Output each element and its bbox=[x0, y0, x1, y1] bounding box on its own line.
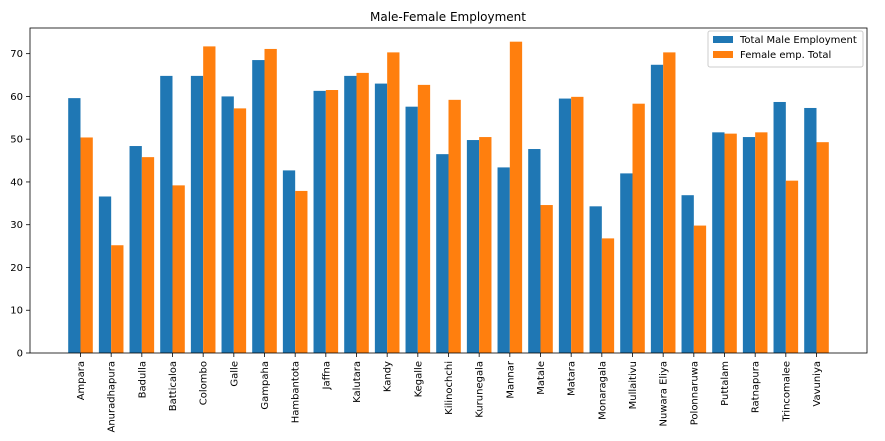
x-tick-label: Galle bbox=[229, 361, 240, 387]
x-tick-label: Polonnaruwa bbox=[689, 361, 700, 425]
bar-male bbox=[466, 140, 480, 353]
x-tick-label: Batticaloa bbox=[168, 361, 179, 411]
legend-label: Female emp. Total bbox=[740, 50, 831, 61]
bar-female bbox=[479, 137, 492, 353]
x-tick-label: Ratnapura bbox=[751, 361, 762, 413]
bar-female bbox=[663, 52, 676, 354]
legend-swatch bbox=[713, 51, 733, 58]
x-tick-label: Jaffna bbox=[321, 361, 332, 390]
x-tick-label: Trincomalee bbox=[781, 361, 792, 422]
bar-female bbox=[632, 103, 645, 353]
x-tick-label: Monaragala bbox=[597, 361, 608, 420]
x-tick-label: Vavuniya bbox=[812, 361, 823, 407]
bar-male bbox=[620, 173, 633, 353]
bar-male bbox=[742, 137, 756, 353]
chart-title: Male-Female Employment bbox=[370, 10, 526, 24]
y-tick-label: 50 bbox=[10, 135, 23, 146]
bar-male bbox=[282, 170, 296, 353]
bar-female bbox=[295, 190, 308, 353]
y-tick-label: 60 bbox=[10, 92, 23, 103]
bar-male bbox=[68, 98, 81, 353]
bar-female bbox=[816, 142, 829, 353]
legend-box bbox=[707, 30, 864, 68]
x-tick-label: Nuwara Eliya bbox=[659, 361, 670, 426]
x-tick-label: Kegalle bbox=[413, 361, 424, 397]
bar-female bbox=[233, 108, 247, 353]
plot-area: 0 10 20 30 40 50 60 70 Ampara Anuradhapura Badulla… bbox=[10, 27, 868, 433]
bar-male bbox=[190, 75, 204, 353]
bar-female bbox=[325, 90, 339, 353]
bar-male bbox=[589, 206, 602, 353]
bar-female bbox=[172, 185, 185, 353]
x-tick-label: Matale bbox=[536, 361, 547, 395]
bar-male bbox=[405, 106, 418, 354]
legend-swatch bbox=[713, 36, 733, 43]
bar-female bbox=[387, 52, 400, 354]
x-tick-label: Mullaitivu bbox=[628, 361, 639, 409]
bar-female bbox=[417, 84, 431, 354]
bar-male bbox=[650, 64, 664, 353]
legend: Total Male Employment Female emp. Total bbox=[707, 30, 864, 68]
bar-female bbox=[356, 72, 369, 354]
x-tick-label: Ampara bbox=[76, 361, 87, 400]
bar-male bbox=[160, 75, 173, 353]
x-tick-label: Badulla bbox=[137, 361, 148, 398]
x-tick-label: Kalutara bbox=[352, 361, 363, 403]
x-tick-label: Mannar bbox=[505, 360, 516, 399]
y-tick-label: 20 bbox=[10, 263, 23, 274]
x-tick-label: Gampaha bbox=[260, 361, 271, 410]
bar-male bbox=[98, 196, 112, 353]
bar-male bbox=[221, 96, 234, 354]
bar-female bbox=[571, 96, 584, 353]
x-tick-label: Kilinochchi bbox=[444, 361, 455, 415]
bar-female bbox=[203, 46, 216, 353]
bar-male bbox=[681, 195, 694, 353]
x-tick-label: Anuradhapura bbox=[107, 361, 118, 433]
x-tick-label: Hambantota bbox=[291, 361, 302, 423]
bar-male bbox=[528, 149, 541, 353]
x-tick-label: Kurunegala bbox=[475, 361, 486, 418]
bar-male bbox=[252, 60, 265, 353]
bar-male bbox=[712, 132, 725, 353]
bar-male bbox=[804, 107, 817, 353]
bar-female bbox=[80, 137, 93, 353]
bar-female bbox=[693, 225, 707, 353]
x-tick-label: Colombo bbox=[199, 361, 210, 405]
y-tick-label: 70 bbox=[10, 49, 23, 60]
bar-female bbox=[724, 133, 737, 353]
bar-male bbox=[313, 90, 326, 354]
bar-female bbox=[111, 245, 124, 353]
bar-male bbox=[129, 146, 142, 353]
bar-female bbox=[448, 99, 461, 353]
legend-label: Total Male Employment bbox=[739, 35, 857, 46]
bar-male bbox=[374, 83, 388, 353]
bar-female bbox=[264, 48, 277, 353]
bar-female bbox=[509, 41, 523, 354]
bar-female bbox=[540, 205, 553, 353]
bar-male bbox=[558, 98, 572, 353]
bar-male bbox=[773, 101, 786, 353]
x-tick-label: Puttalam bbox=[720, 361, 731, 406]
bar-female bbox=[785, 180, 799, 353]
y-tick-label: 30 bbox=[10, 220, 23, 231]
bar-female bbox=[755, 132, 768, 353]
bar-male bbox=[497, 167, 510, 353]
bar-female bbox=[141, 157, 155, 353]
x-tick-label: Kandy bbox=[383, 361, 394, 392]
bar-male bbox=[344, 75, 357, 353]
y-tick-label: 40 bbox=[10, 177, 23, 188]
x-tick-label: Matara bbox=[567, 361, 578, 396]
bar-female bbox=[601, 238, 615, 353]
y-tick-label: 0 bbox=[17, 349, 23, 360]
y-tick-label: 10 bbox=[10, 306, 23, 317]
bar-male bbox=[436, 154, 449, 353]
